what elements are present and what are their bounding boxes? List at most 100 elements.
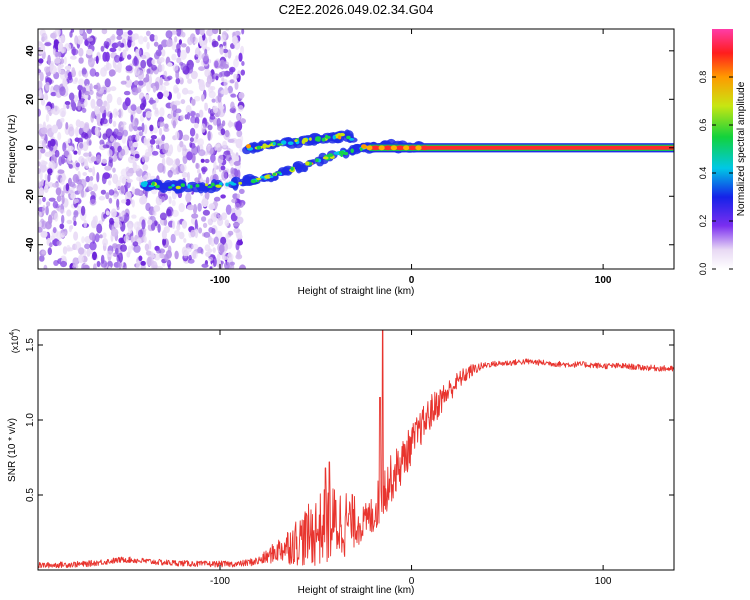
noise-blob [213, 196, 221, 202]
noise-blob [204, 102, 209, 111]
track-halo [295, 164, 308, 173]
noise-blob [140, 54, 147, 60]
track-core [359, 147, 363, 152]
noise-blob [92, 251, 97, 261]
noise-blob [112, 167, 116, 173]
noise-blob [38, 58, 44, 64]
noise-blob [66, 104, 70, 110]
noise-blob [83, 152, 90, 157]
noise-blob [237, 105, 244, 112]
noise-blob [138, 35, 144, 45]
noise-blob [149, 34, 156, 42]
noise-blob [237, 249, 241, 259]
noise-blob [50, 91, 57, 97]
noise-blob [38, 211, 42, 218]
noise-blob [158, 127, 163, 136]
noise-blob [73, 220, 77, 226]
noise-blob [161, 134, 166, 142]
track-core [361, 144, 367, 149]
noise-blob [79, 142, 84, 149]
noise-blob [73, 231, 79, 241]
track-core [264, 175, 270, 179]
noise-blob [202, 209, 210, 216]
noise-blob [52, 31, 57, 41]
noise-blob [211, 98, 216, 103]
noise-blob [179, 140, 184, 148]
noise-blob [60, 260, 67, 268]
noise-blob [229, 66, 236, 73]
noise-blob [105, 192, 110, 200]
noise-blob [168, 196, 172, 205]
noise-blob [199, 29, 205, 36]
noise-blob [105, 210, 110, 216]
noise-blob [45, 81, 50, 91]
noise-blob [88, 140, 92, 146]
noise-blob [223, 242, 228, 252]
noise-blob [66, 76, 73, 84]
noise-blob [236, 234, 243, 240]
noise-blob [121, 135, 127, 144]
noise-blob [170, 233, 176, 244]
noise-blob [70, 55, 77, 60]
noise-blob [205, 176, 210, 185]
noise-blob [211, 40, 219, 48]
noise-blob [60, 48, 65, 54]
noise-blob [163, 70, 168, 79]
track-core [250, 179, 257, 184]
noise-blob [133, 221, 141, 231]
noise-blob [38, 108, 41, 117]
noise-blob [148, 99, 156, 104]
noise-blob [146, 256, 153, 267]
track-core [322, 156, 329, 160]
noise-blob [85, 164, 89, 169]
noise-blob [66, 209, 72, 217]
noise-blob [122, 129, 128, 137]
noise-blob [82, 31, 87, 40]
noise-blob [198, 79, 205, 88]
track-core [287, 141, 294, 145]
noise-blob [198, 227, 203, 234]
noise-blob [118, 46, 122, 52]
noise-blob [59, 209, 66, 214]
noise-blob [109, 217, 114, 225]
noise-blob [125, 65, 133, 72]
noise-blob [131, 199, 135, 208]
noise-blob [66, 244, 71, 252]
chart-title: C2E2.2026.049.02.34.G04 [279, 2, 434, 17]
noise-blob [130, 235, 134, 243]
noise-blob [108, 189, 115, 196]
noise-blob [127, 29, 133, 36]
noise-blob [81, 68, 87, 75]
noise-blob [101, 158, 108, 164]
carrier-blob [366, 145, 373, 151]
noise-blob [67, 154, 72, 165]
noise-blob [83, 99, 88, 107]
carrier-band-core [371, 145, 674, 150]
noise-blob [89, 83, 93, 92]
noise-blob [224, 129, 230, 138]
noise-blob [207, 124, 213, 131]
noise-blob [38, 161, 41, 167]
noise-blob [124, 191, 132, 199]
track-core [315, 158, 319, 163]
noise-blob [119, 121, 127, 126]
noise-blob [49, 235, 55, 241]
noise-blob [116, 29, 124, 37]
noise-blob [47, 173, 51, 183]
noise-blob [149, 124, 154, 132]
carrier-blob [378, 145, 385, 151]
noise-blob [220, 70, 228, 77]
noise-blob [87, 37, 94, 42]
noise-blob [201, 167, 206, 175]
noise-blob [233, 58, 239, 68]
noise-blob [102, 232, 107, 239]
noise-blob [204, 158, 210, 164]
noise-blob [134, 87, 142, 94]
noise-blob [142, 111, 147, 118]
noise-blob [213, 160, 217, 171]
noise-blob [131, 33, 136, 42]
noise-blob [236, 113, 241, 121]
noise-blob [81, 189, 85, 198]
noise-blob [172, 64, 179, 72]
